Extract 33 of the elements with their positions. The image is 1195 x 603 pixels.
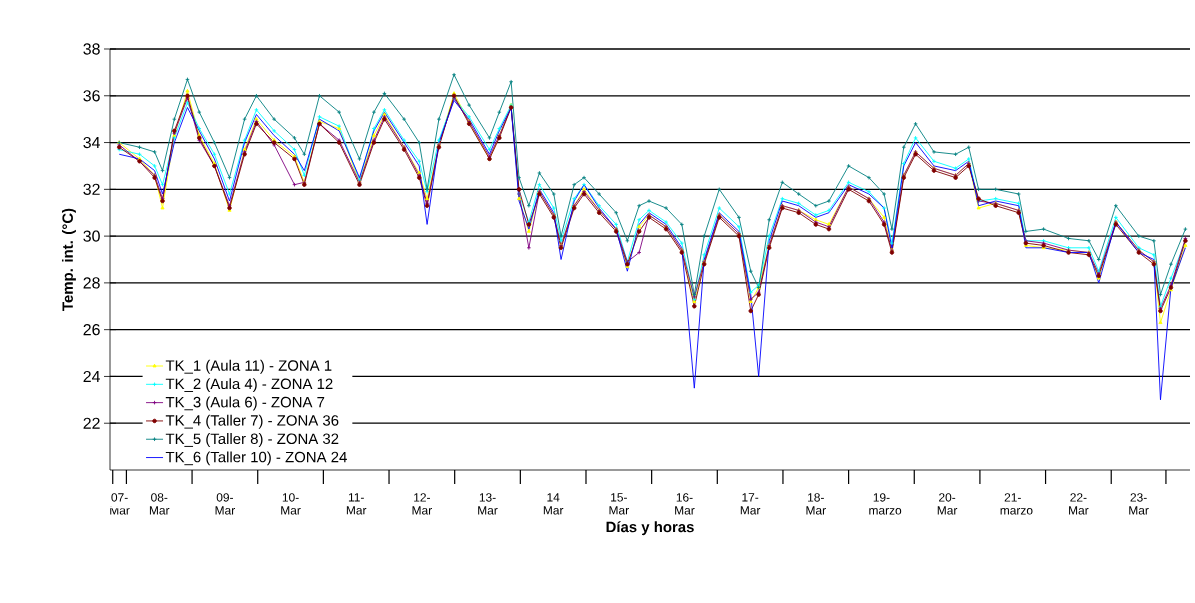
x-tick-label: 17-Mar [740, 493, 761, 515]
y-tick-label: 22 [83, 417, 100, 429]
x-tick-label: 23-Mar [1129, 493, 1149, 515]
x-tick-label: 18-Mar [806, 493, 826, 515]
x-tick-label: 11-Mar [346, 493, 367, 515]
y-tick-label: 28 [83, 277, 100, 289]
x-axis-title: Días y horas [606, 521, 694, 536]
legend-label: TK_5 (Taller 8) - ZONA 32 [165, 433, 339, 447]
legend-label: TK_2 (Aula 4) - ZONA 12 [165, 378, 333, 393]
y-tick-label: 38 [83, 43, 100, 55]
x-tick-label: 12-Mar [412, 493, 432, 515]
x-tick-label: 16-Mar [675, 493, 695, 515]
x-tick-label: 13-Mar [478, 493, 498, 515]
y-tick-label: 36 [83, 90, 100, 102]
x-tick-label: 09-Mar [215, 493, 235, 515]
y-axis-title: Temp. int. (°C) [61, 208, 76, 311]
x-tick-label: 19-marzo [869, 493, 902, 515]
y-tick-label: 30 [83, 230, 100, 242]
x-tick-label: 22-Mar [1069, 493, 1089, 515]
y-tick-label: 32 [83, 183, 100, 195]
y-tick-label: 34 [83, 136, 100, 149]
legend-label: TK_1 (Aula 11) - ZONA 1 [165, 359, 332, 374]
legend-label: TK_6 (Taller 10) - ZONA 24 [165, 451, 347, 466]
y-tick-label: 26 [83, 324, 100, 336]
x-tick-label: 20-Mar [937, 493, 958, 515]
legend-label: TK_3 (Aula 6) - ZONA 7 [165, 396, 325, 411]
y-tick-label: 24 [83, 370, 100, 383]
legend-label: TK_4 (Taller 7) - ZONA 36 [165, 414, 339, 429]
x-tick-label: 10-Mar [281, 493, 301, 515]
x-tick-label: 08-Mar [149, 493, 170, 515]
x-tick-label: 21-marzo [1000, 493, 1033, 515]
x-tick-label: 15-Mar [609, 493, 629, 515]
x-tick-label: 14 Mar [543, 493, 564, 515]
